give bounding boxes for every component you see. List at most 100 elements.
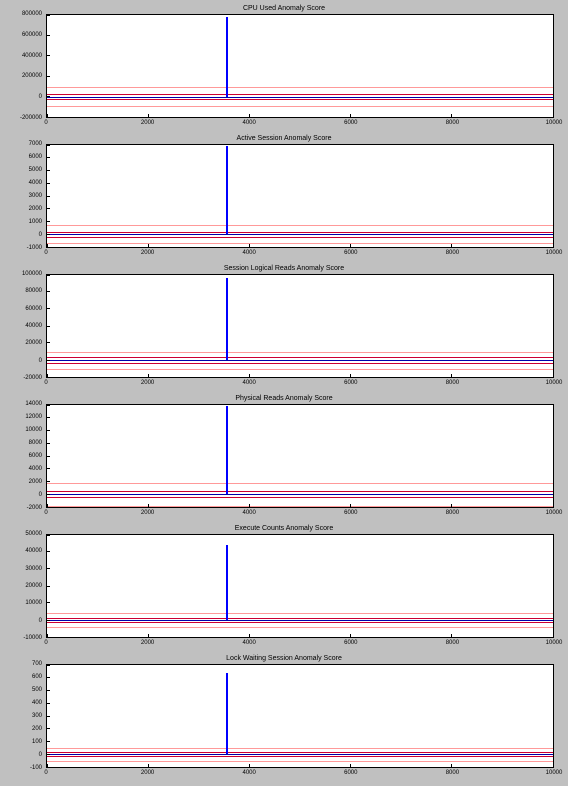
x-tick-mark — [249, 244, 250, 247]
axes — [46, 404, 554, 508]
x-tick-mark — [451, 504, 452, 507]
x-tick-label: 8000 — [446, 120, 459, 126]
y-tick-mark — [47, 481, 50, 482]
y-tick-label: 0 — [39, 492, 42, 498]
anomaly-spike — [226, 17, 228, 97]
chart-title: Lock Waiting Session Anomaly Score — [8, 654, 560, 664]
x-tick-label: 8000 — [446, 640, 459, 646]
threshold-line — [47, 243, 553, 244]
y-tick-label: 14000 — [25, 401, 42, 407]
x-tick-mark — [350, 114, 351, 117]
x-tick-label: 6000 — [344, 250, 357, 256]
y-tick-label: 10000 — [25, 427, 42, 433]
x-tick-label: 4000 — [243, 120, 256, 126]
x-tick-label: 6000 — [344, 380, 357, 386]
x-tick-label: 2000 — [141, 510, 154, 516]
x-tick-label: 10000 — [546, 120, 563, 126]
y-tick-label: 7000 — [29, 141, 42, 147]
x-tick-label: 10000 — [546, 770, 563, 776]
y-tick-label: 400 — [32, 700, 42, 706]
threshold-line — [47, 620, 553, 621]
x-tick-label: 0 — [44, 380, 47, 386]
x-tick-label: 10000 — [546, 250, 563, 256]
y-tick-mark — [47, 728, 50, 729]
threshold-line — [47, 352, 553, 353]
x-tick-mark — [451, 634, 452, 637]
y-tick-label: 6000 — [29, 453, 42, 459]
y-tick-mark — [47, 456, 50, 457]
threshold-line — [47, 752, 553, 753]
y-axis-ticks: -20000020000400006000080000100000 — [8, 274, 44, 378]
x-tick-label: 6000 — [344, 120, 357, 126]
x-axis-ticks: 0200040006000800010000 — [46, 120, 554, 130]
x-axis-ticks: 0200040006000800010000 — [46, 380, 554, 390]
x-tick-mark — [350, 504, 351, 507]
chart-panel: Lock Waiting Session Anomaly Score-10001… — [8, 654, 560, 780]
threshold-line — [47, 756, 553, 757]
x-tick-label: 0 — [44, 510, 47, 516]
x-tick-label: 0 — [44, 640, 47, 646]
axes — [46, 14, 554, 118]
threshold-line — [47, 618, 553, 619]
x-tick-mark — [148, 634, 149, 637]
y-tick-mark — [47, 665, 50, 666]
y-tick-mark — [47, 405, 50, 406]
y-tick-label: 800000 — [22, 11, 42, 17]
x-tick-label: 4000 — [243, 250, 256, 256]
x-tick-label: 2000 — [141, 380, 154, 386]
y-tick-label: 20000 — [25, 583, 42, 589]
y-tick-mark — [47, 468, 50, 469]
y-tick-label: 100 — [32, 739, 42, 745]
y-tick-mark — [47, 76, 50, 77]
y-tick-mark — [47, 535, 50, 536]
threshold-line — [47, 494, 553, 495]
y-axis-ticks: -100001000200030004000500060007000 — [8, 144, 44, 248]
y-tick-label: 1000 — [29, 219, 42, 225]
y-tick-label: 8000 — [29, 440, 42, 446]
anomaly-spike — [226, 146, 228, 234]
y-axis-ticks: -1000100200300400500600700 — [8, 664, 44, 768]
x-axis-ticks: 0200040006000800010000 — [46, 250, 554, 260]
threshold-line — [47, 237, 553, 238]
y-tick-mark — [47, 308, 50, 309]
y-tick-mark — [47, 716, 50, 717]
plot-area — [46, 404, 554, 508]
y-tick-label: -2000 — [27, 505, 42, 511]
x-tick-label: 8000 — [446, 510, 459, 516]
y-tick-label: -10000 — [23, 635, 42, 641]
chart-title: Execute Counts Anomaly Score — [8, 524, 560, 534]
y-tick-mark — [47, 677, 50, 678]
x-tick-mark — [350, 634, 351, 637]
y-tick-label: -1000 — [27, 245, 42, 251]
x-tick-mark — [47, 244, 48, 247]
threshold-line — [47, 622, 553, 623]
x-tick-label: 2000 — [141, 640, 154, 646]
y-tick-mark — [47, 96, 50, 97]
y-tick-mark — [47, 551, 50, 552]
x-tick-mark — [249, 634, 250, 637]
y-axis-ticks: -200002000400060008000100001200014000 — [8, 404, 44, 508]
y-tick-label: 12000 — [25, 414, 42, 420]
y-tick-mark — [47, 326, 50, 327]
x-tick-mark — [553, 764, 554, 767]
y-tick-mark — [47, 443, 50, 444]
plot-area — [46, 664, 554, 768]
y-tick-mark — [47, 690, 50, 691]
chart-title: CPU Used Anomaly Score — [8, 4, 560, 14]
y-tick-label: 2000 — [29, 206, 42, 212]
threshold-line — [47, 363, 553, 364]
y-tick-mark — [47, 208, 50, 209]
y-tick-label: 0 — [39, 618, 42, 624]
y-tick-label: 5000 — [29, 167, 42, 173]
plot-area — [46, 534, 554, 638]
threshold-line — [47, 369, 553, 370]
x-tick-label: 2000 — [141, 250, 154, 256]
x-tick-label: 8000 — [446, 380, 459, 386]
y-tick-mark — [47, 275, 50, 276]
axes — [46, 274, 554, 378]
y-tick-label: 40000 — [25, 548, 42, 554]
x-tick-mark — [553, 244, 554, 247]
x-tick-mark — [350, 244, 351, 247]
plot-area — [46, 14, 554, 118]
x-tick-mark — [249, 114, 250, 117]
